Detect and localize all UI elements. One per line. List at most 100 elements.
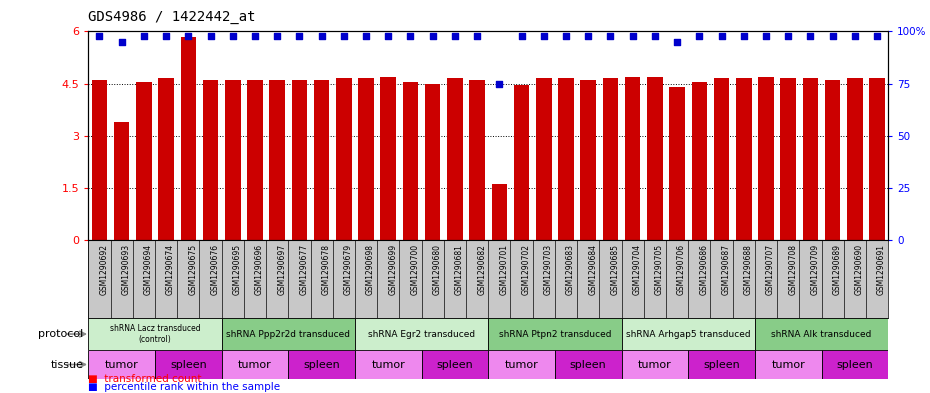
Point [114, 39, 129, 45]
Bar [380, 77, 396, 240]
Bar [178, 240, 199, 318]
Text: GSM1290704: GSM1290704 [632, 244, 642, 295]
Text: GSM1290707: GSM1290707 [766, 244, 775, 295]
Bar [355, 318, 488, 350]
Point [337, 33, 352, 39]
Bar [421, 350, 488, 379]
Text: shRNA Alk transduced: shRNA Alk transduced [771, 330, 871, 338]
Bar [670, 87, 684, 240]
Text: tumor: tumor [638, 360, 671, 369]
Text: shRNA Egr2 transduced: shRNA Egr2 transduced [368, 330, 475, 338]
Bar [578, 240, 599, 318]
Bar [203, 80, 219, 240]
Bar [447, 78, 463, 240]
Point [447, 33, 462, 39]
Point [559, 33, 574, 39]
Bar [88, 318, 221, 350]
Bar [333, 240, 355, 318]
Bar [88, 350, 155, 379]
Text: GSM1290709: GSM1290709 [810, 244, 819, 295]
Bar [603, 78, 618, 240]
Text: tissue: tissue [51, 360, 84, 369]
Text: GSM1290675: GSM1290675 [188, 244, 197, 295]
Bar [180, 37, 196, 240]
Point [580, 33, 595, 39]
Text: GSM1290688: GSM1290688 [744, 244, 752, 294]
Text: spleen: spleen [703, 360, 740, 369]
Point [92, 33, 107, 39]
Text: GSM1290696: GSM1290696 [255, 244, 264, 295]
Text: GSM1290698: GSM1290698 [366, 244, 375, 295]
Point [470, 33, 485, 39]
Bar [288, 350, 355, 379]
Text: GSM1290705: GSM1290705 [655, 244, 664, 295]
Bar [244, 240, 266, 318]
Bar [621, 240, 644, 318]
Text: GSM1290708: GSM1290708 [788, 244, 797, 295]
Bar [466, 240, 488, 318]
Point [159, 33, 174, 39]
Text: spleen: spleen [170, 360, 206, 369]
Bar [403, 82, 418, 240]
Text: GSM1290682: GSM1290682 [477, 244, 486, 294]
Point [870, 33, 884, 39]
Bar [136, 82, 152, 240]
Bar [758, 77, 774, 240]
Bar [625, 77, 641, 240]
Bar [336, 78, 352, 240]
Point [780, 33, 795, 39]
Bar [492, 184, 507, 240]
Point [492, 80, 507, 86]
Text: tumor: tumor [505, 360, 538, 369]
Bar [88, 240, 111, 318]
Point [647, 33, 662, 39]
Bar [777, 240, 799, 318]
Text: GSM1290702: GSM1290702 [522, 244, 531, 295]
Point [137, 33, 152, 39]
Bar [713, 78, 729, 240]
Text: GSM1290701: GSM1290701 [499, 244, 509, 295]
Text: GSM1290677: GSM1290677 [299, 244, 309, 295]
Point [803, 33, 817, 39]
Bar [647, 77, 663, 240]
Text: GSM1290685: GSM1290685 [610, 244, 619, 295]
Bar [736, 78, 751, 240]
Text: spleen: spleen [436, 360, 473, 369]
Point [359, 33, 374, 39]
Bar [425, 83, 441, 240]
Bar [247, 80, 263, 240]
Text: GSM1290694: GSM1290694 [144, 244, 153, 295]
Text: tumor: tumor [238, 360, 272, 369]
Text: GSM1290692: GSM1290692 [100, 244, 109, 295]
Text: tumor: tumor [105, 360, 139, 369]
Text: tumor: tumor [371, 360, 405, 369]
Bar [555, 350, 621, 379]
Bar [158, 78, 174, 240]
Text: spleen: spleen [303, 360, 340, 369]
Text: GSM1290684: GSM1290684 [588, 244, 597, 295]
Bar [513, 85, 529, 240]
Bar [666, 240, 688, 318]
Bar [870, 78, 884, 240]
Text: shRNA Ptpn2 transduced: shRNA Ptpn2 transduced [498, 330, 611, 338]
Bar [799, 240, 821, 318]
Bar [225, 80, 241, 240]
Bar [444, 240, 466, 318]
Point [537, 33, 551, 39]
Text: GSM1290695: GSM1290695 [232, 244, 242, 295]
Bar [599, 240, 621, 318]
Point [403, 33, 418, 39]
Bar [92, 80, 107, 240]
Text: GSM1290697: GSM1290697 [277, 244, 286, 295]
Text: GSM1290689: GSM1290689 [832, 244, 842, 295]
Bar [692, 82, 707, 240]
Text: shRNA Lacz transduced
(control): shRNA Lacz transduced (control) [110, 324, 200, 344]
Bar [113, 122, 129, 240]
Bar [221, 240, 244, 318]
Bar [399, 240, 421, 318]
Bar [311, 240, 333, 318]
Bar [313, 80, 329, 240]
Point [247, 33, 262, 39]
Bar [488, 350, 555, 379]
Text: spleen: spleen [836, 360, 873, 369]
